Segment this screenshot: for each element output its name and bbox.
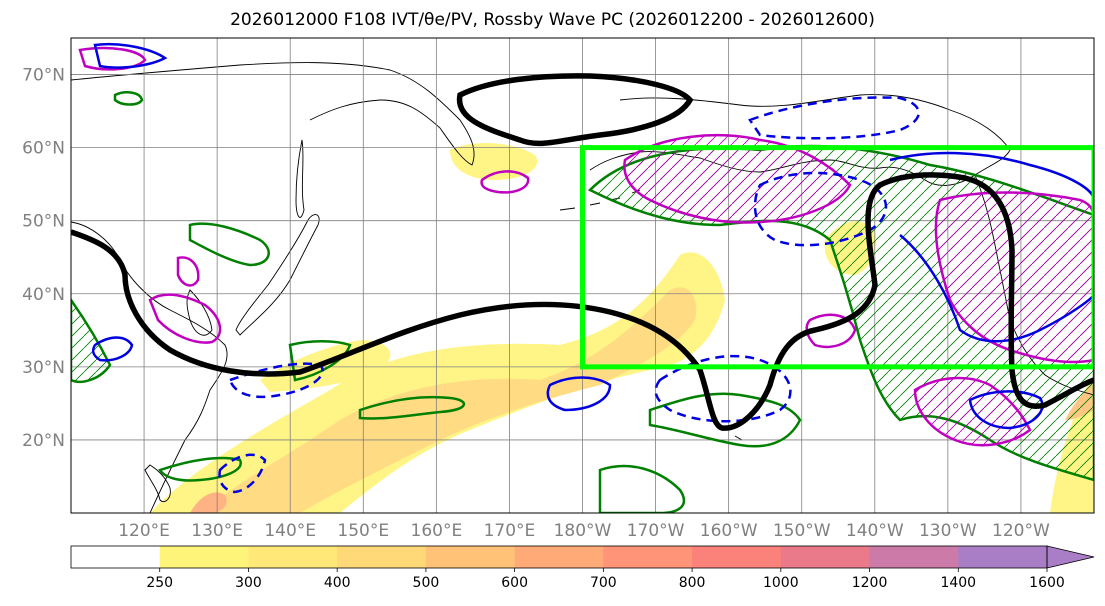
colorbar-frame	[70, 545, 1048, 569]
colorbar-cell	[780, 546, 871, 568]
colorbar-tick-label: 800	[679, 575, 706, 591]
colorbar-cell	[159, 546, 249, 568]
magenta-contour-japan	[148, 293, 222, 344]
magenta-contours	[78, 46, 1094, 447]
colorbar-cell	[248, 546, 338, 568]
green-contour-central	[648, 392, 802, 448]
colorbar-tick-label: 1600	[1029, 575, 1065, 591]
coast-sakhalin	[295, 139, 305, 218]
lon-tick-label: 170°W	[627, 521, 685, 541]
longitude-labels: 120°E 130°E 140°E 150°E 160°E 170°E 180°W 170°W…	[118, 521, 1050, 541]
colorbar-tick-label: 250	[146, 575, 173, 591]
lon-tick-label: 170°E	[484, 521, 536, 541]
colorbar-cell	[514, 546, 604, 568]
lat-tick-label: 60°N	[22, 139, 65, 159]
green-contour-scs	[158, 456, 242, 482]
analysis-box	[580, 145, 1094, 370]
blue-solid-japan	[91, 336, 134, 362]
colorbar-tick-label: 1200	[852, 575, 888, 591]
blue-solid-east	[889, 151, 1094, 343]
colorbar-cell	[603, 546, 693, 568]
colorbar-cell	[337, 546, 427, 568]
lon-tick-label: 160°W	[700, 521, 758, 541]
ivt-band-kamchatka	[450, 143, 538, 180]
coast-korea	[186, 289, 213, 336]
coast-philippines	[144, 464, 171, 503]
lon-tick-label: 180°W	[554, 521, 612, 541]
coast-aleutians	[559, 189, 641, 211]
green-region-japan	[71, 297, 112, 384]
lat-tick-label: 30°N	[22, 358, 65, 378]
blue-dashed-scs	[218, 453, 267, 494]
colorbar-extend-arrow	[1046, 545, 1095, 569]
lat-tick-label: 70°N	[22, 66, 65, 86]
magenta-contour-arctic	[78, 46, 147, 71]
pv-contour-arctic	[456, 73, 694, 147]
map-title: 2026012000 F108 IVT/θe/PV, Rossby Wave P…	[230, 10, 875, 30]
lon-tick-label: 120°W	[992, 521, 1050, 541]
blue-solid-arctic	[93, 43, 168, 69]
lon-tick-label: 120°E	[118, 521, 170, 541]
colorbar-tick-label: 400	[324, 575, 351, 591]
green-contour-okhotsk	[113, 91, 144, 106]
lon-tick-label: 140°E	[264, 521, 316, 541]
map-area	[71, 38, 1094, 513]
blue-solid-tropic-east	[968, 390, 1044, 430]
green-contour-kuril	[288, 340, 352, 382]
blue-dashed-west	[228, 362, 324, 399]
colorbar-cell	[869, 546, 959, 568]
map-frame	[70, 37, 1095, 514]
colorbar-tick-label: 300	[235, 575, 262, 591]
coast-siberia	[71, 62, 475, 166]
lon-tick-label: 150°E	[337, 521, 389, 541]
blue-dashed-north	[748, 96, 920, 140]
lon-tick-label: 140°W	[846, 521, 904, 541]
colorbar-tick-label: 1400	[940, 575, 976, 591]
lat-tick-label: 40°N	[22, 285, 65, 305]
colorbar-tick-label: 1000	[763, 575, 799, 591]
colorbar-tick-label: 500	[413, 575, 440, 591]
lon-tick-label: 150°W	[773, 521, 831, 541]
colorbar-cell	[958, 546, 1048, 568]
lat-tick-label: 50°N	[22, 212, 65, 232]
blue-solid-midpac	[546, 376, 612, 412]
lat-tick-label: 20°N	[22, 431, 65, 451]
magenta-region-east	[934, 191, 1094, 364]
latitude-labels: 70°N 60°N 50°N 40°N 30°N 20°N	[22, 66, 65, 451]
pv-contour-main	[71, 172, 1094, 431]
colorbar: 250 300 400 500 600 700 800 1000 1200 1400 1600	[70, 545, 1095, 591]
ivt-band-low	[150, 252, 725, 513]
lon-tick-label: 130°W	[919, 521, 977, 541]
green-contour-nwpac	[188, 222, 270, 267]
magenta-contour-kamchatka-2	[176, 256, 200, 287]
colorbar-tick-label: 600	[501, 575, 528, 591]
colorbar-tick-label: 700	[590, 575, 617, 591]
magenta-contour-kamchatka	[480, 170, 530, 194]
blue-dashed-sub	[654, 354, 792, 423]
green-contour-midpac	[358, 395, 465, 420]
colorbar-cell	[692, 546, 782, 568]
colorbar-cell	[71, 546, 161, 568]
magenta-region-north	[623, 133, 852, 224]
lon-tick-label: 160°E	[411, 521, 463, 541]
lon-tick-label: 130°E	[191, 521, 243, 541]
ivt-band-mid	[200, 287, 697, 513]
colorbar-cell	[425, 546, 516, 568]
